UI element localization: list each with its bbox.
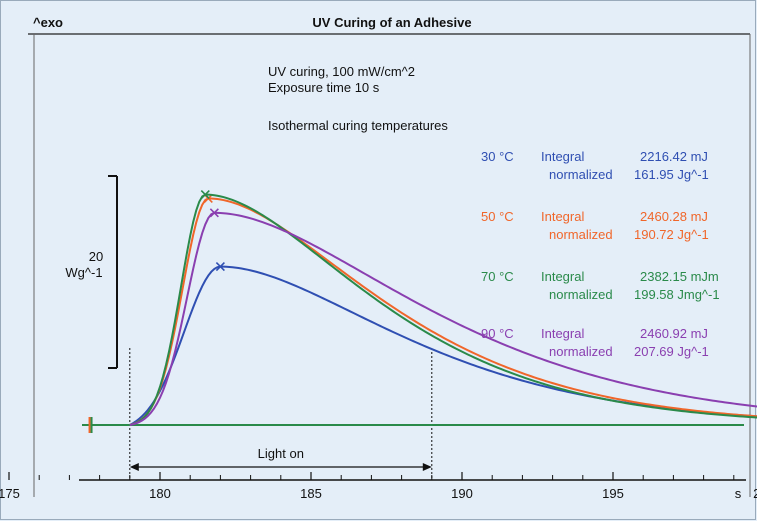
- x-tick-label-1: 180: [149, 486, 171, 501]
- legend-integral-label-1: Integral: [541, 209, 584, 224]
- chart-title: UV Curing of an Adhesive: [312, 15, 471, 30]
- x-tick-label-2: 185: [300, 486, 322, 501]
- scale-bar-value: 20: [89, 249, 103, 264]
- x-axis-ticks: 175180185190195200205210215: [0, 472, 757, 501]
- legend-normalized-value-2: 199.58 Jmg^-1: [634, 287, 720, 302]
- series-curve-3: [129, 211, 757, 426]
- x-tick-label-5: 200: [753, 486, 757, 501]
- legend-integral-value-0: 2216.42 mJ: [640, 149, 708, 164]
- legend-normalized-label-1: normalized: [549, 227, 613, 242]
- light-on-arrowhead-left: [129, 463, 139, 471]
- x-tick-label-3: 190: [451, 486, 473, 501]
- peak-marker-3: [209, 208, 219, 218]
- legend-group: 30 °C Integral 2216.42 mJ normalized 161.95 …: [481, 149, 720, 359]
- light-on-arrowhead-right: [422, 463, 432, 471]
- legend-integral-label-3: Integral: [541, 326, 584, 341]
- series-curve-1: [129, 197, 757, 426]
- legend-integral-value-2: 2382.15 mJm: [640, 269, 719, 284]
- x-tick-label-0: 175: [0, 486, 20, 501]
- annotation-line2: Exposure time 10 s: [268, 80, 380, 95]
- peak-marker-2: [200, 190, 210, 200]
- legend-normalized-value-1: 190.72 Jg^-1: [634, 227, 709, 242]
- legend-temp-3: 90 °C: [481, 326, 514, 341]
- scale-bar-unit: Wg^-1: [65, 265, 102, 280]
- legend-normalized-label-3: normalized: [549, 344, 613, 359]
- legend-normalized-value-3: 207.69 Jg^-1: [634, 344, 709, 359]
- legend-integral-label-0: Integral: [541, 149, 584, 164]
- annotation-line1: UV curing, 100 mW/cm^2: [268, 64, 415, 79]
- legend-integral-value-1: 2460.28 mJ: [640, 209, 708, 224]
- legend-normalized-value-0: 161.95 Jg^-1: [634, 167, 709, 182]
- legend-normalized-label-0: normalized: [549, 167, 613, 182]
- series-curve-2: [129, 193, 757, 426]
- y-unit-label: ^exo: [33, 15, 63, 30]
- legend-integral-label-2: Integral: [541, 269, 584, 284]
- x-tick-label-4: 195: [602, 486, 624, 501]
- legend-integral-value-3: 2460.92 mJ: [640, 326, 708, 341]
- x-unit-label: s: [735, 486, 742, 501]
- legend-temp-1: 50 °C: [481, 209, 514, 224]
- peak-marker-0: [215, 262, 225, 272]
- annotation-line3: Isothermal curing temperatures: [268, 118, 448, 133]
- light-on-label: Light on: [258, 446, 304, 461]
- legend-temp-0: 30 °C: [481, 149, 514, 164]
- legend-normalized-label-2: normalized: [549, 287, 613, 302]
- legend-temp-2: 70 °C: [481, 269, 514, 284]
- curves-group: [82, 190, 757, 433]
